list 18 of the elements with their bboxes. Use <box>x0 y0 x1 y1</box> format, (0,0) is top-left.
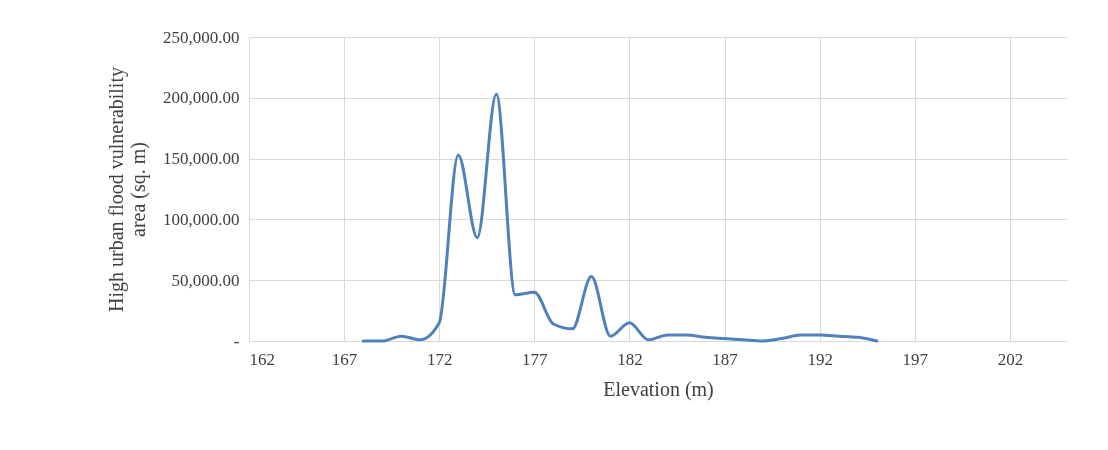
x-tick-label: 167 <box>331 349 358 369</box>
x-axis-title: Elevation (m) <box>603 377 714 401</box>
line-series <box>361 92 879 343</box>
x-tick-label: 192 <box>807 349 833 369</box>
y-tick-label: 200,000.00 <box>163 88 240 108</box>
x-tick-label: 187 <box>712 349 739 369</box>
x-tick-label: 202 <box>997 349 1024 369</box>
y-tick-label: - <box>233 331 240 351</box>
y-tick-label: 150,000.00 <box>163 149 240 169</box>
y-tick-label: 50,000.00 <box>171 270 240 290</box>
x-tick-label: 172 <box>426 349 453 369</box>
y-tick-label: 250,000.00 <box>163 27 240 47</box>
x-tick-label: 177 <box>522 349 549 369</box>
x-tick-label: 197 <box>902 349 929 369</box>
x-tick-label: 162 <box>249 349 275 369</box>
x-tick-label: 182 <box>617 349 643 369</box>
y-tick-label: 100,000.00 <box>163 209 240 229</box>
y-axis-title: High urban flood vulnerability area (sq. m) <box>105 67 150 312</box>
